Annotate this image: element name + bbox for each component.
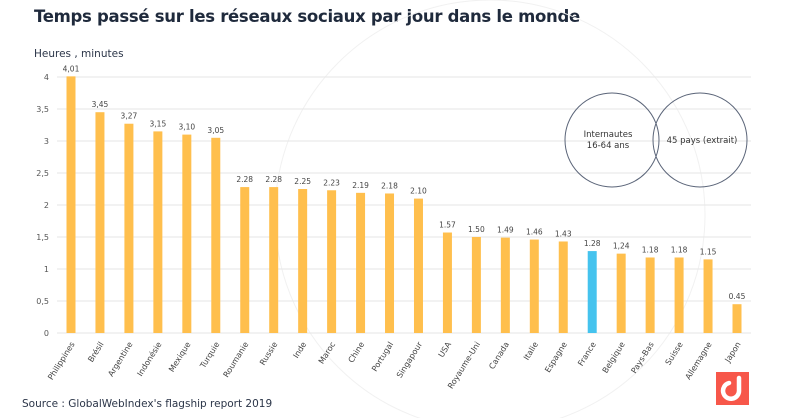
bar-philippines <box>66 76 76 334</box>
bar-pays-bas <box>645 257 655 333</box>
bar-canada <box>500 237 510 333</box>
data-label: 3,10 <box>178 123 195 132</box>
data-label: 1.50 <box>468 225 485 234</box>
source-note: Source : GlobalWebIndex's flagship repor… <box>22 398 273 410</box>
data-label: 2.10 <box>410 187 427 196</box>
venn-right-label: 45 pays (extrait) <box>667 136 738 146</box>
x-tick-label: Maroc <box>317 340 337 365</box>
data-label: 1.49 <box>497 226 514 235</box>
x-tick-label: Portugal <box>370 340 395 373</box>
x-tick-label: Mexique <box>167 340 193 373</box>
bar-roumanie <box>240 187 250 333</box>
x-tick-label: Philippines <box>46 340 76 381</box>
bar-maroc <box>327 190 337 333</box>
data-label: 2.23 <box>323 178 340 187</box>
logo <box>716 372 749 405</box>
venn-circle-left <box>564 92 660 188</box>
x-tick-label: Canada <box>487 340 511 371</box>
x-tick-label: Japon <box>723 340 743 365</box>
data-label: 3,45 <box>92 100 109 109</box>
x-tick-label: Suisse <box>664 340 685 367</box>
x-tick-label: Royaume-Uni <box>446 340 482 390</box>
x-tick-label: Espagne <box>543 340 569 374</box>
bar-royaume-uni <box>471 237 481 333</box>
x-tick-label: France <box>576 340 598 367</box>
bar-allemagne <box>703 259 713 333</box>
data-label: 3,15 <box>150 119 167 128</box>
y-axis-label: Heures , minutes <box>34 48 124 60</box>
x-tick-label: Brésil <box>85 340 105 364</box>
bar-inde <box>298 189 308 333</box>
bar-usa <box>442 232 452 333</box>
x-tick-label: USA <box>437 340 454 359</box>
data-label: 1.15 <box>700 247 717 256</box>
y-tick-label: 3,5 <box>36 105 49 114</box>
x-tick-label: Chine <box>347 340 367 364</box>
y-tick-label: 0,5 <box>36 297 49 306</box>
bar-belgique <box>616 253 626 333</box>
bar-chine <box>356 192 366 333</box>
bar-france <box>587 251 597 333</box>
bar-suisse <box>674 257 684 333</box>
x-tick-label: Belgique <box>601 340 627 375</box>
y-tick-label: 1,5 <box>36 233 49 242</box>
bar-indonésie <box>153 131 163 333</box>
x-tick-label: Russie <box>258 340 279 367</box>
y-tick-label: 2 <box>44 201 49 210</box>
data-label: 1.43 <box>555 229 572 238</box>
bar-brésil <box>95 112 105 333</box>
data-label: 3,05 <box>207 126 224 135</box>
x-tick-label: Inde <box>291 340 308 360</box>
bar-espagne <box>558 241 568 333</box>
data-label: 3,27 <box>121 112 138 121</box>
bar-portugal <box>385 193 395 333</box>
bar-italie <box>529 239 539 333</box>
y-tick-label: 0 <box>44 329 49 338</box>
data-label: 4,01 <box>63 64 80 73</box>
data-label: 2.28 <box>236 175 253 184</box>
data-label: 2.19 <box>352 181 369 190</box>
data-label: 1.57 <box>439 221 456 230</box>
x-tick-label: Argentine <box>106 340 134 378</box>
data-label: 1.28 <box>584 239 601 248</box>
bar-turquie <box>211 137 221 333</box>
venn-left-label: 16-64 ans <box>587 141 630 151</box>
data-label: 0.45 <box>729 292 746 301</box>
x-tick-label: Turquie <box>198 340 222 370</box>
bar-mexique <box>182 134 192 333</box>
venn-circle-right <box>652 92 748 188</box>
bar-russie <box>269 187 279 333</box>
data-label: 1.46 <box>526 228 543 237</box>
data-label: 2.25 <box>294 177 311 186</box>
data-label: 2.28 <box>265 175 282 184</box>
data-label: 1.18 <box>642 245 659 254</box>
y-tick-label: 4 <box>44 73 49 82</box>
x-tick-label: Roumanie <box>222 340 251 379</box>
bar-singapour <box>413 198 423 333</box>
data-label: 2.18 <box>381 181 398 190</box>
y-tick-label: 3 <box>44 137 49 146</box>
bar-argentine <box>124 123 134 333</box>
venn-left-label: Internautes <box>584 130 633 140</box>
x-tick-label: Italie <box>522 340 540 362</box>
data-label: 1,24 <box>613 242 630 251</box>
data-label: 1.18 <box>671 245 688 254</box>
x-tick-label: Allemagne <box>684 340 714 381</box>
x-tick-label: Singapour <box>395 340 425 380</box>
y-tick-label: 1 <box>44 265 49 274</box>
x-tick-label: Indonésie <box>135 340 164 378</box>
bar-japon <box>732 304 742 333</box>
x-tick-label: Pays-Bas <box>629 340 655 375</box>
chart-title: Temps passé sur les réseaux sociaux par … <box>34 7 580 26</box>
y-tick-label: 2,5 <box>36 169 49 178</box>
